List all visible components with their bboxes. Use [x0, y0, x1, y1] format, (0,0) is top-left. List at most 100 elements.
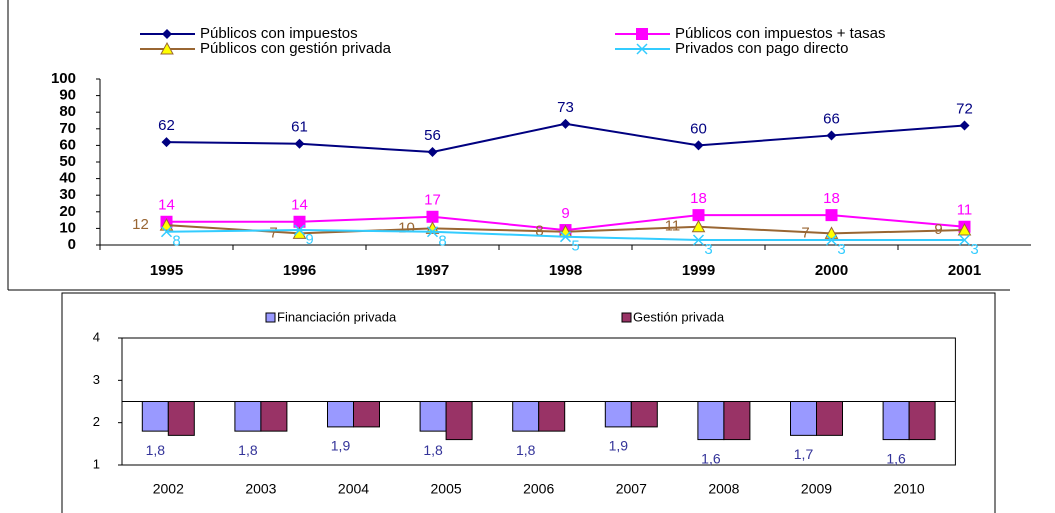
x-tick-label: 2000 — [815, 262, 848, 279]
data-label: 1,6 — [701, 450, 721, 466]
data-label: 1,8 — [146, 442, 166, 458]
data-label: 10 — [398, 219, 415, 236]
marker — [160, 226, 173, 238]
data-label: 1,7 — [794, 446, 814, 462]
legend-label: Públicos con gestión privada — [200, 40, 392, 57]
data-label: 72 — [956, 100, 973, 117]
bar — [445, 401, 473, 441]
frame — [61, 292, 996, 513]
legend-label: Gestión privada — [633, 309, 725, 324]
data-label: 8 — [438, 233, 446, 250]
data-label: 7 — [801, 224, 809, 241]
data-label: 66 — [823, 110, 840, 127]
marker — [160, 41, 174, 55]
y-tick-label: 60 — [59, 136, 76, 153]
data-label: 18 — [690, 190, 707, 207]
y-tick-label: 100 — [51, 70, 76, 87]
bar — [604, 401, 632, 428]
marker — [825, 234, 838, 246]
data-label: 5 — [571, 238, 579, 255]
legend-label: Privados con pago directo — [675, 40, 848, 57]
marker — [825, 209, 838, 222]
y-tick-label: 90 — [59, 87, 76, 104]
x-tick-label: 1995 — [150, 262, 183, 279]
y-tick-label: 20 — [59, 203, 76, 220]
y-tick-label: 1 — [93, 456, 100, 471]
marker — [293, 215, 306, 228]
bar — [538, 401, 566, 432]
data-label: 17 — [424, 192, 441, 209]
legend-label: Financiación privada — [277, 309, 397, 324]
data-label: 60 — [690, 120, 707, 137]
bar — [790, 401, 817, 436]
x-tick-label: 2009 — [801, 481, 832, 497]
y-tick-label: 30 — [59, 186, 76, 203]
data-label: 3 — [704, 241, 712, 258]
marker — [826, 130, 837, 141]
legend-swatch — [621, 312, 632, 323]
data-label: 1,9 — [609, 438, 629, 454]
marker — [427, 147, 438, 158]
data-label: 9 — [934, 221, 942, 238]
y-tick-label: 0 — [68, 236, 76, 253]
bar — [353, 401, 380, 428]
bar — [327, 401, 354, 428]
y-tick-label: 50 — [59, 153, 76, 170]
y-tick-label: 4 — [93, 329, 100, 344]
bar — [723, 401, 751, 441]
y-tick-label: 80 — [59, 103, 76, 120]
marker — [426, 210, 439, 223]
data-label: 3 — [837, 241, 845, 258]
data-label: 62 — [158, 117, 175, 134]
legend-label: Públicos con impuestos — [200, 25, 358, 42]
marker — [162, 29, 172, 39]
marker — [957, 223, 972, 236]
data-label: 11 — [957, 202, 973, 219]
marker — [161, 137, 172, 148]
data-label: 1,8 — [238, 442, 258, 458]
x-tick-label: 2001 — [948, 262, 981, 279]
marker — [959, 120, 970, 131]
data-label: 11 — [665, 218, 681, 235]
data-label: 1,8 — [516, 442, 536, 458]
bar — [882, 401, 910, 441]
y-tick-label: 2 — [93, 414, 100, 429]
marker — [294, 138, 305, 149]
y-tick-label: 40 — [59, 170, 76, 187]
data-label: 18 — [823, 190, 840, 207]
marker — [293, 224, 306, 236]
marker — [824, 226, 839, 239]
marker — [692, 209, 705, 222]
marker — [559, 231, 572, 243]
x-tick-label: 2002 — [153, 481, 184, 497]
data-label: 8 — [172, 233, 180, 250]
marker — [636, 28, 648, 40]
data-label: 1,8 — [423, 442, 443, 458]
x-tick-label: 1998 — [549, 262, 582, 279]
bar — [234, 401, 262, 432]
x-tick-label: 2006 — [523, 481, 554, 497]
bar — [908, 401, 936, 441]
bar — [512, 401, 540, 432]
x-tick-label: 2005 — [431, 481, 462, 497]
data-label: 1,6 — [886, 450, 906, 466]
legend-label: Públicos con impuestos + tasas — [675, 25, 886, 42]
marker — [560, 118, 571, 129]
marker — [636, 43, 648, 55]
marker — [958, 234, 971, 246]
x-tick-label: 1999 — [682, 262, 715, 279]
data-label: 7 — [269, 224, 277, 241]
x-tick-label: 2003 — [245, 481, 276, 497]
marker — [159, 218, 174, 231]
x-tick-label: 1997 — [416, 262, 449, 279]
data-label: 9 — [305, 231, 313, 248]
legend-swatch — [265, 312, 276, 323]
y-tick-label: 10 — [59, 219, 76, 236]
bar — [630, 401, 658, 428]
bar — [419, 401, 447, 432]
bar — [141, 401, 169, 432]
y-tick-label: 3 — [93, 372, 100, 387]
data-label: 1,9 — [331, 438, 351, 454]
y-tick-label: 70 — [59, 120, 76, 137]
